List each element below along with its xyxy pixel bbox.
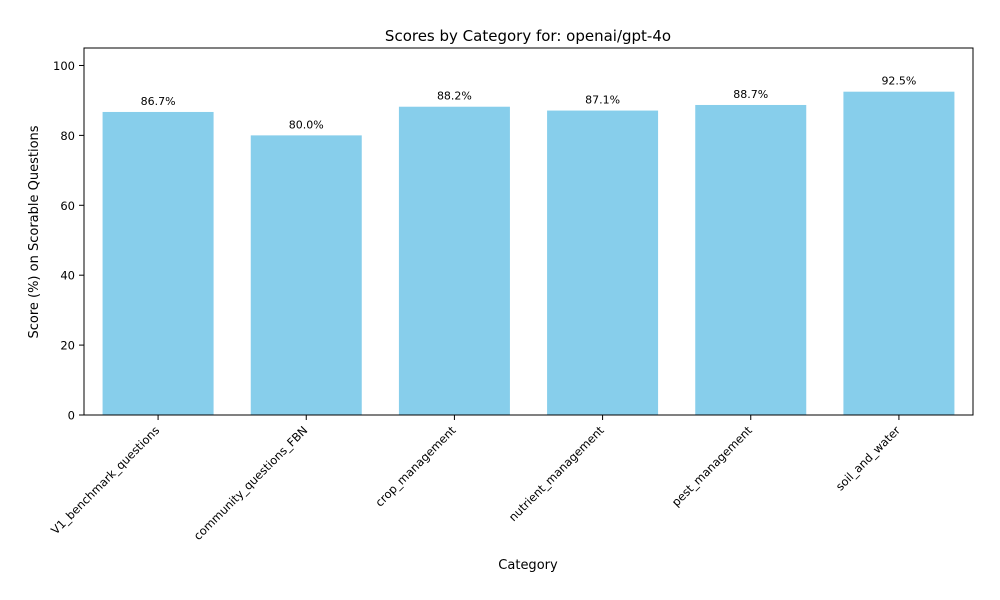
bar-V1_benchmark_questions bbox=[102, 111, 214, 415]
data-label-soil_and_water: 92.5% bbox=[881, 75, 916, 88]
y-tick-label-80: 80 bbox=[60, 129, 75, 143]
data-label-nutrient_management: 87.1% bbox=[585, 94, 620, 107]
y-tick-label-20: 20 bbox=[60, 339, 75, 353]
x-axis: V1_benchmark_questions community_question… bbox=[48, 415, 903, 543]
bar-soil_and_water bbox=[843, 91, 955, 415]
y-tick-label-40: 40 bbox=[60, 269, 75, 283]
x-tick-label-community_questions_FBN: community_questions_FBN bbox=[191, 423, 311, 543]
x-tick-label-crop_management: crop_management bbox=[372, 423, 459, 510]
x-axis-label: Category bbox=[498, 558, 558, 573]
x-tick-label-soil_and_water: soil_and_water bbox=[833, 423, 903, 493]
y-tick-label-100: 100 bbox=[53, 59, 75, 73]
data-label-pest_management: 88.7% bbox=[733, 88, 768, 101]
bar-crop_management bbox=[398, 106, 510, 415]
data-labels-layer: 86.7% 80.0% 88.2% 87.1% 88.7% 92.5% bbox=[141, 75, 917, 132]
bar-community_questions_FBN bbox=[250, 135, 362, 415]
x-tick-label-V1_benchmark_questions: V1_benchmark_questions bbox=[48, 423, 162, 537]
bar-pest_management bbox=[695, 104, 807, 415]
plot-frame bbox=[83, 47, 974, 416]
data-label-crop_management: 88.2% bbox=[437, 90, 472, 103]
y-tick-label-0: 0 bbox=[68, 409, 75, 423]
y-axis: 0 20 40 60 80 100 bbox=[53, 59, 84, 423]
data-label-community_questions_FBN: 80.0% bbox=[289, 118, 324, 131]
bar-nutrient_management bbox=[547, 110, 659, 415]
bars-layer bbox=[102, 91, 955, 415]
chart-title: Scores by Category for: openai/gpt-4o bbox=[385, 27, 671, 45]
y-tick-label-60: 60 bbox=[60, 199, 75, 213]
x-tick-label-pest_management: pest_management bbox=[669, 423, 755, 509]
x-tick-label-nutrient_management: nutrient_management bbox=[506, 423, 607, 524]
data-label-V1_benchmark_questions: 86.7% bbox=[141, 95, 176, 108]
y-axis-label: Score (%) on Scorable Questions bbox=[27, 125, 42, 338]
